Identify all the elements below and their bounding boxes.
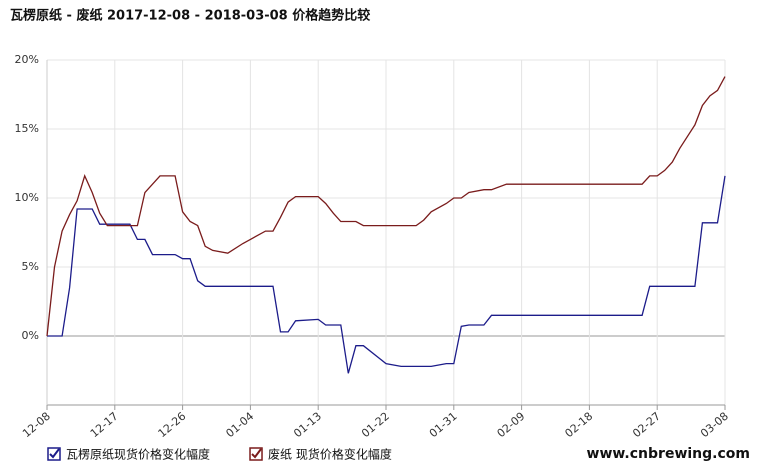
y-tick-label: 5% [22,260,39,273]
x-tick-label: 03-08 [698,410,731,441]
x-tick-label: 01-13 [291,410,324,441]
series-line [46,76,726,337]
series-line [47,175,726,374]
x-tick-label: 12-26 [156,410,189,441]
chart-title: 瓦楞原纸 - 废纸 2017-12-08 - 2018-03-08 价格趋势比较 [10,8,370,24]
x-tick-label: 02-18 [562,410,595,441]
x-tick-label: 01-04 [223,410,256,441]
legend-label[interactable]: 瓦楞原纸现货价格变化幅度 [66,447,210,462]
y-tick-label: 10% [15,191,39,204]
x-tick-label: 01-31 [427,410,460,441]
x-tick-label: 02-27 [630,410,663,441]
watermark: www.cnbrewing.com [587,446,750,462]
y-tick-label: 15% [15,122,39,135]
x-tick-label: 01-22 [359,410,392,441]
x-tick-label: 12-17 [88,410,121,441]
legend-label[interactable]: 废纸 现货价格变化幅度 [268,447,392,462]
y-tick-label: 20% [15,53,39,66]
legend-check[interactable] [49,448,60,459]
legend-check[interactable] [251,448,262,459]
x-tick-label: 12-08 [20,410,53,441]
y-tick-label: 0% [22,329,39,342]
x-tick-label: 02-09 [495,410,528,441]
